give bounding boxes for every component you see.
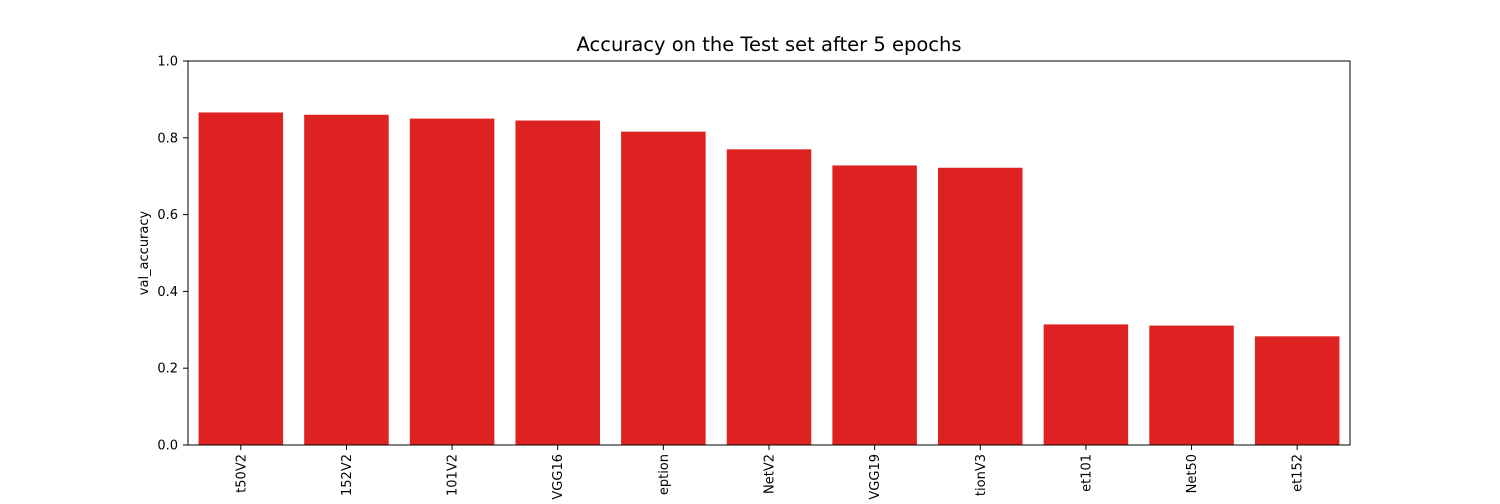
- x-tick-label: 152V2: [340, 454, 355, 496]
- bar: [1043, 324, 1129, 445]
- x-tick-label: 101V2: [446, 454, 461, 496]
- y-tick-label: 0.0: [157, 439, 178, 454]
- bar: [1254, 336, 1340, 445]
- bar: [938, 167, 1023, 445]
- x-tick-label: VGG19: [868, 454, 883, 500]
- x-tick-label: NetV2: [763, 454, 778, 494]
- plot-area-frame: [187, 60, 1351, 446]
- y-tick-label: 0.6: [157, 208, 178, 223]
- x-tick-label: tionV3: [974, 454, 989, 496]
- bar: [726, 149, 812, 445]
- bar: [515, 120, 600, 446]
- bar: [198, 112, 284, 446]
- bar: [621, 131, 706, 445]
- y-tick-label: 0.4: [157, 285, 178, 300]
- x-tick-label: et101: [1079, 454, 1094, 492]
- bar: [409, 118, 495, 445]
- y-axis-label: val_accuracy: [137, 210, 152, 295]
- x-tick-label: et152: [1291, 454, 1306, 492]
- y-tick-label: 0.8: [157, 131, 178, 146]
- bars-group: [198, 112, 1340, 446]
- bar: [1149, 325, 1234, 445]
- y-axis-ticks: 0.0 0.2 0.4 0.6 0.8 1.0: [157, 55, 188, 454]
- y-tick-label: 0.2: [157, 362, 178, 377]
- x-tick-label: t50V2: [234, 454, 249, 493]
- y-tick-label: 1.0: [157, 55, 178, 70]
- x-tick-label: Net50: [1185, 454, 1200, 493]
- bar: [832, 165, 917, 445]
- x-tick-label: VGG16: [551, 454, 566, 500]
- chart-title: Accuracy on the Test set after 5 epochs: [577, 33, 962, 56]
- x-tick-label: eption: [657, 454, 672, 495]
- bar: [304, 114, 389, 445]
- x-axis-ticks: t50V2 152V2 101V2 VGG16 eption NetV2 VGG19 tion…: [234, 445, 1306, 500]
